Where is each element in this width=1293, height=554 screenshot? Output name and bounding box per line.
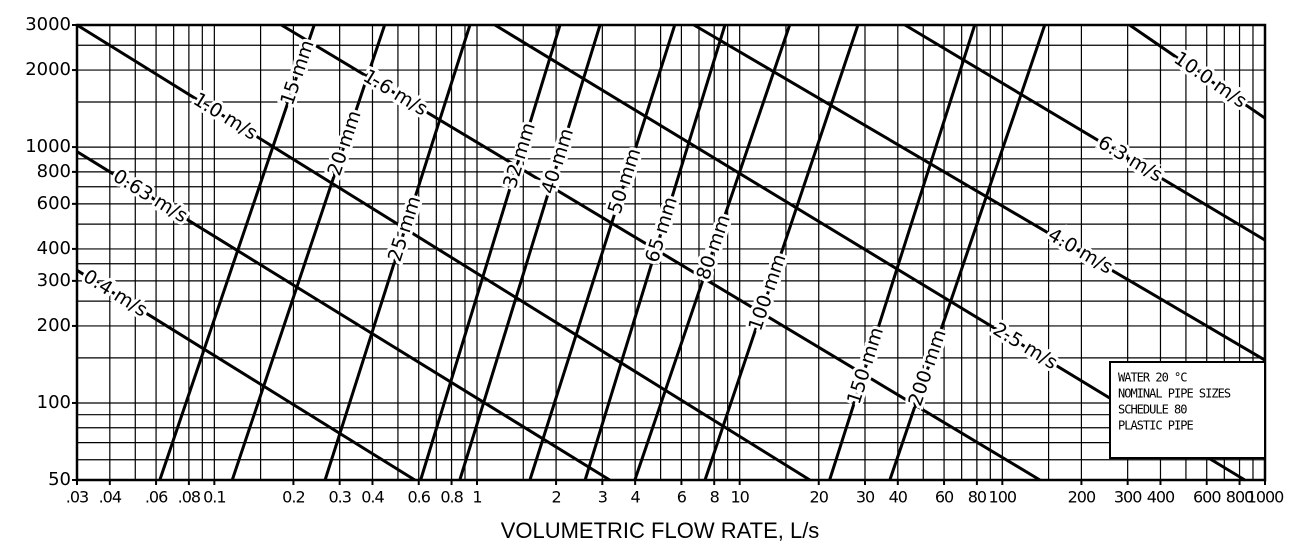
- line-label: 1.0 m/s: [189, 88, 261, 144]
- x-tick-label: 200: [1068, 488, 1096, 507]
- flow-line: [76, 269, 416, 482]
- y-tick-label: 400: [37, 238, 71, 259]
- y-tick-label: 200: [37, 315, 71, 336]
- line-label: 40 mm: [537, 126, 578, 197]
- x-tick-label: 0.4: [361, 488, 384, 507]
- lines: [76, 23, 1266, 482]
- flow-line: [230, 24, 387, 481]
- line-label: 65 mm: [641, 194, 682, 265]
- flow-line: [1128, 23, 1266, 120]
- line-label: 0.4 m/s: [79, 265, 151, 321]
- flow-line: [76, 23, 811, 482]
- x-tick-label: 3: [598, 488, 607, 507]
- x-tick-label: .08: [178, 488, 201, 507]
- x-tick-label: 4: [631, 488, 641, 507]
- x-tick-label: 1: [472, 488, 481, 507]
- x-tick-label: 1000: [1247, 488, 1285, 507]
- flow-line: [323, 24, 472, 481]
- note-text: SCHEDULE 80: [1118, 403, 1187, 417]
- x-tick-label: 600: [1193, 488, 1221, 507]
- y-tick-label: 50: [48, 469, 71, 490]
- x-tick-label: 400: [1147, 488, 1175, 507]
- line-label: 2.5 m/s: [989, 318, 1061, 374]
- flow-line: [419, 24, 562, 481]
- flow-line: [888, 24, 1047, 481]
- x-tick-label: 800: [1226, 488, 1254, 507]
- x-tick-label: 100: [989, 488, 1017, 507]
- x-tick-label: 6: [677, 488, 687, 507]
- note-text: WATER 20 °C: [1118, 371, 1187, 385]
- line-label: 15 mm: [276, 37, 318, 108]
- y-tick-label: 2000: [25, 59, 71, 80]
- x-tick-label: .03: [66, 488, 88, 507]
- x-tick-label: 80: [968, 488, 987, 507]
- note-box: [1109, 361, 1266, 459]
- flow-line: [633, 24, 792, 481]
- flow-line: [158, 24, 316, 481]
- x-tick-label: 2: [551, 488, 560, 507]
- flow-line: [828, 24, 977, 481]
- y-tick-label: 100: [37, 392, 71, 413]
- line-label: 4.0 m/s: [1044, 224, 1116, 279]
- line-label: 32 mm: [499, 120, 540, 191]
- y-tick-label: 800: [37, 161, 71, 182]
- x-tick-label: 0.2: [282, 488, 304, 507]
- note-text: NOMINAL PIPE SIZES: [1118, 387, 1231, 401]
- x-tick-label: 0.1: [203, 488, 225, 507]
- y-tick-label: 300: [37, 270, 71, 291]
- y-tick-label: 3000: [25, 14, 71, 35]
- line-label: 10.0 m/s: [1170, 47, 1251, 112]
- flow-line: [693, 23, 1266, 362]
- y-tick-label: 1000: [25, 136, 71, 157]
- x-tick-label: .06: [145, 488, 168, 507]
- x-tick-label: 20: [810, 488, 829, 507]
- line-label: 1.6 m/s: [359, 65, 431, 120]
- x-axis-label: VOLUMETRIC FLOW RATE, L/s: [501, 518, 820, 543]
- note-text: PLASTIC PIPE: [1118, 419, 1193, 433]
- flow-line: [703, 24, 860, 481]
- x-tick-label: 300: [1114, 488, 1142, 507]
- x-tick-label: 30: [856, 488, 875, 507]
- x-tick-label: .04: [99, 488, 122, 507]
- plot-frame: [75, 23, 1267, 482]
- x-tick-label: 0.6: [408, 488, 431, 507]
- x-tick-label: 0.8: [440, 488, 463, 507]
- y-tick-label: 600: [37, 193, 71, 214]
- flow-line: [280, 23, 1041, 482]
- x-tick-label: 40: [889, 488, 908, 507]
- line-label: 50 mm: [604, 146, 645, 217]
- flow-line: [904, 23, 1266, 242]
- flow-line: [458, 24, 602, 481]
- flow-line: [76, 150, 611, 482]
- x-tick-label: 60: [935, 488, 954, 507]
- flow-line: [583, 24, 727, 481]
- flow-line: [528, 24, 677, 481]
- x-tick-label: 8: [710, 488, 720, 507]
- line-labels: 0.4 m/s 0.63 m/s 1.0 m/s 1.6 m/s 2.5 m/s 4.0 …: [76, 34, 1254, 412]
- line-label: 20 mm: [323, 108, 365, 179]
- x-tick-label: 0.3: [328, 488, 350, 507]
- x-tick-label: 10: [730, 488, 749, 507]
- line-label: 0.63 m/s: [109, 165, 191, 227]
